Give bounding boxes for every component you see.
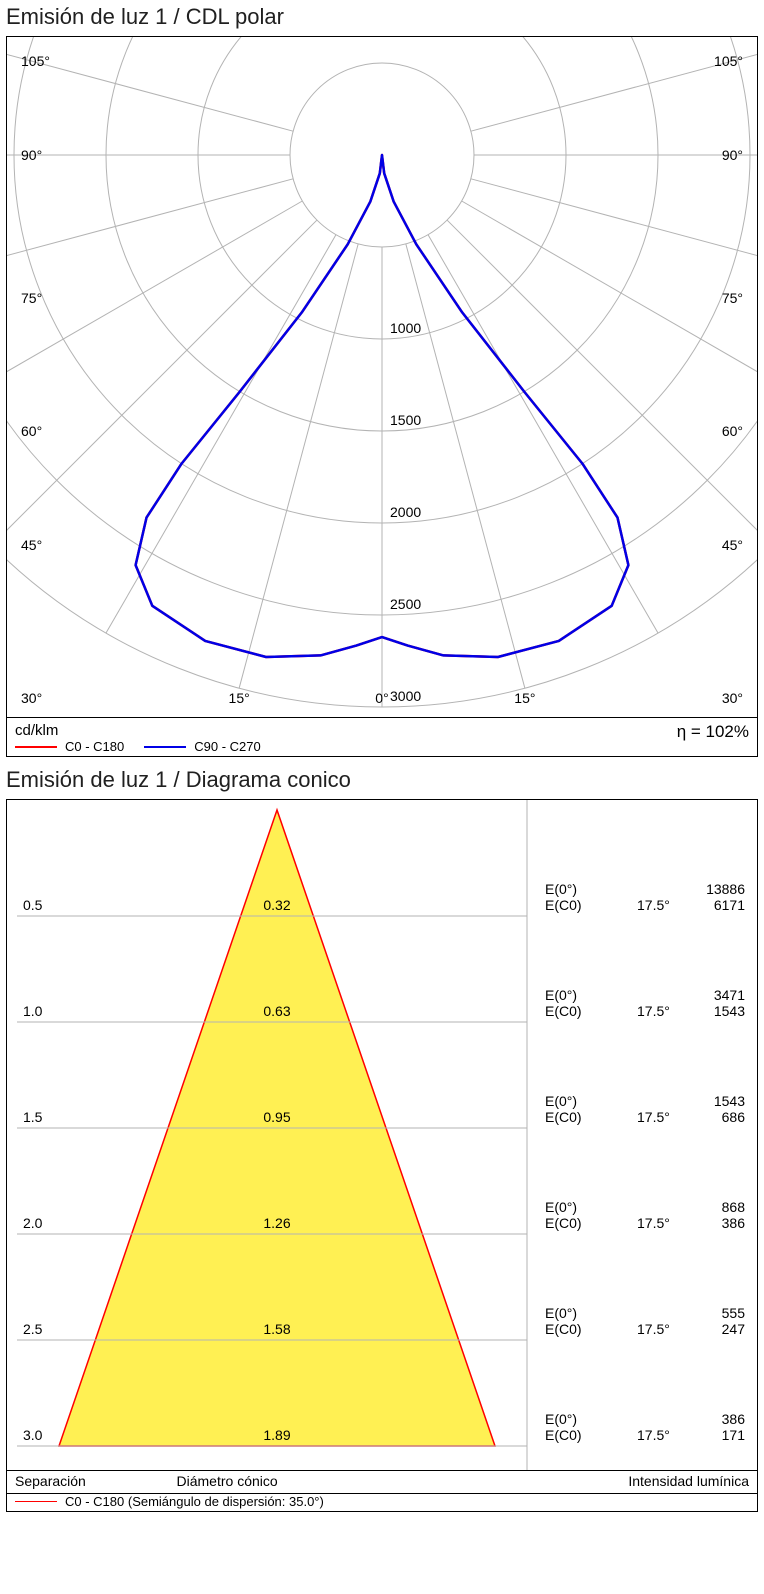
svg-text:60°: 60°: [21, 423, 42, 439]
svg-text:E(0°): E(0°): [545, 1093, 577, 1109]
polar-svg: 1000 1500 2000 2500 3000 105° 90° 75° 60° 45° 105°…: [7, 37, 757, 717]
polar-legend: cd/klm C0 - C180 C90 - C270 η = 102%: [6, 718, 758, 757]
svg-text:E(0°): E(0°): [545, 881, 577, 897]
svg-text:15°: 15°: [229, 690, 250, 706]
svg-text:1500: 1500: [390, 412, 421, 428]
svg-text:105°: 105°: [714, 53, 743, 69]
svg-text:1.0: 1.0: [23, 1003, 43, 1019]
legend-swatch: [144, 746, 186, 748]
svg-text:1543: 1543: [714, 1093, 745, 1109]
svg-text:E(C0): E(C0): [545, 1215, 582, 1231]
cone-legend: C0 - C180 (Semiángulo de dispersión: 35.…: [6, 1494, 758, 1512]
svg-text:30°: 30°: [722, 690, 743, 706]
cone-title: Emisión de luz 1 / Diagrama conico: [0, 763, 764, 799]
svg-text:555: 555: [722, 1305, 746, 1321]
svg-text:E(C0): E(C0): [545, 1109, 582, 1125]
svg-text:17.5°: 17.5°: [637, 1109, 670, 1125]
svg-text:E(C0): E(C0): [545, 1003, 582, 1019]
polar-title: Emisión de luz 1 / CDL polar: [0, 0, 764, 36]
svg-text:15°: 15°: [514, 690, 535, 706]
svg-text:386: 386: [722, 1411, 746, 1427]
svg-text:90°: 90°: [722, 147, 743, 163]
polar-legend-item: C0 - C180: [15, 739, 124, 754]
svg-text:1.89: 1.89: [263, 1427, 290, 1443]
svg-text:1.58: 1.58: [263, 1321, 290, 1337]
svg-text:868: 868: [722, 1199, 746, 1215]
legend-label: C0 - C180: [65, 739, 124, 754]
svg-text:E(C0): E(C0): [545, 1321, 582, 1337]
svg-text:13886: 13886: [706, 881, 745, 897]
svg-text:60°: 60°: [722, 423, 743, 439]
svg-text:E(0°): E(0°): [545, 987, 577, 1003]
polar-chart: 1000 1500 2000 2500 3000 105° 90° 75° 60° 45° 105°…: [6, 36, 758, 718]
svg-text:0°: 0°: [375, 690, 388, 706]
svg-text:45°: 45°: [21, 537, 42, 553]
svg-text:17.5°: 17.5°: [637, 1215, 670, 1231]
polar-eta: η = 102%: [677, 722, 749, 742]
svg-text:1000: 1000: [390, 320, 421, 336]
svg-text:2.0: 2.0: [23, 1215, 43, 1231]
cone-col-sep: Separación: [15, 1473, 86, 1489]
svg-text:171: 171: [722, 1427, 746, 1443]
svg-text:90°: 90°: [21, 147, 42, 163]
cone-col-dia: Diámetro cónico: [177, 1473, 278, 1489]
svg-text:3.0: 3.0: [23, 1427, 43, 1443]
svg-text:3471: 3471: [714, 987, 745, 1003]
cone-legend-text: C0 - C180 (Semiángulo de dispersión: 35.…: [65, 1494, 324, 1509]
svg-text:75°: 75°: [21, 290, 42, 306]
svg-text:2000: 2000: [390, 504, 421, 520]
svg-text:17.5°: 17.5°: [637, 1321, 670, 1337]
cone-footer-cols: Separación Diámetro cónico Intensidad lu…: [6, 1471, 758, 1494]
svg-text:0.95: 0.95: [263, 1109, 290, 1125]
svg-text:E(0°): E(0°): [545, 1411, 577, 1427]
svg-text:386: 386: [722, 1215, 746, 1231]
svg-text:105°: 105°: [21, 53, 50, 69]
svg-text:0.63: 0.63: [263, 1003, 290, 1019]
cone-legend-swatch: [15, 1501, 57, 1502]
svg-text:17.5°: 17.5°: [637, 1003, 670, 1019]
svg-text:17.5°: 17.5°: [637, 1427, 670, 1443]
svg-text:6171: 6171: [714, 897, 745, 913]
svg-text:0.32: 0.32: [263, 897, 290, 913]
svg-text:1.26: 1.26: [263, 1215, 290, 1231]
cone-svg: 0.50.32E(0°)E(C0)17.5°1388661711.00.63E(…: [7, 800, 757, 1470]
polar-legend-item: C90 - C270: [144, 739, 260, 754]
svg-text:686: 686: [722, 1109, 746, 1125]
svg-text:17.5°: 17.5°: [637, 897, 670, 913]
svg-text:E(0°): E(0°): [545, 1199, 577, 1215]
svg-text:2500: 2500: [390, 596, 421, 612]
svg-text:E(C0): E(C0): [545, 1427, 582, 1443]
polar-legend-unit: cd/klm: [15, 722, 261, 739]
legend-label: C90 - C270: [194, 739, 260, 754]
cone-col-int: Intensidad lumínica: [628, 1473, 749, 1489]
legend-swatch: [15, 746, 57, 748]
cone-chart: 0.50.32E(0°)E(C0)17.5°1388661711.00.63E(…: [6, 799, 758, 1471]
svg-text:247: 247: [722, 1321, 746, 1337]
svg-text:1543: 1543: [714, 1003, 745, 1019]
svg-text:1.5: 1.5: [23, 1109, 43, 1125]
svg-text:3000: 3000: [390, 688, 421, 704]
svg-text:0.5: 0.5: [23, 897, 43, 913]
svg-text:E(C0): E(C0): [545, 897, 582, 913]
svg-text:E(0°): E(0°): [545, 1305, 577, 1321]
svg-text:30°: 30°: [21, 690, 42, 706]
svg-text:2.5: 2.5: [23, 1321, 43, 1337]
svg-text:45°: 45°: [722, 537, 743, 553]
svg-text:75°: 75°: [722, 290, 743, 306]
